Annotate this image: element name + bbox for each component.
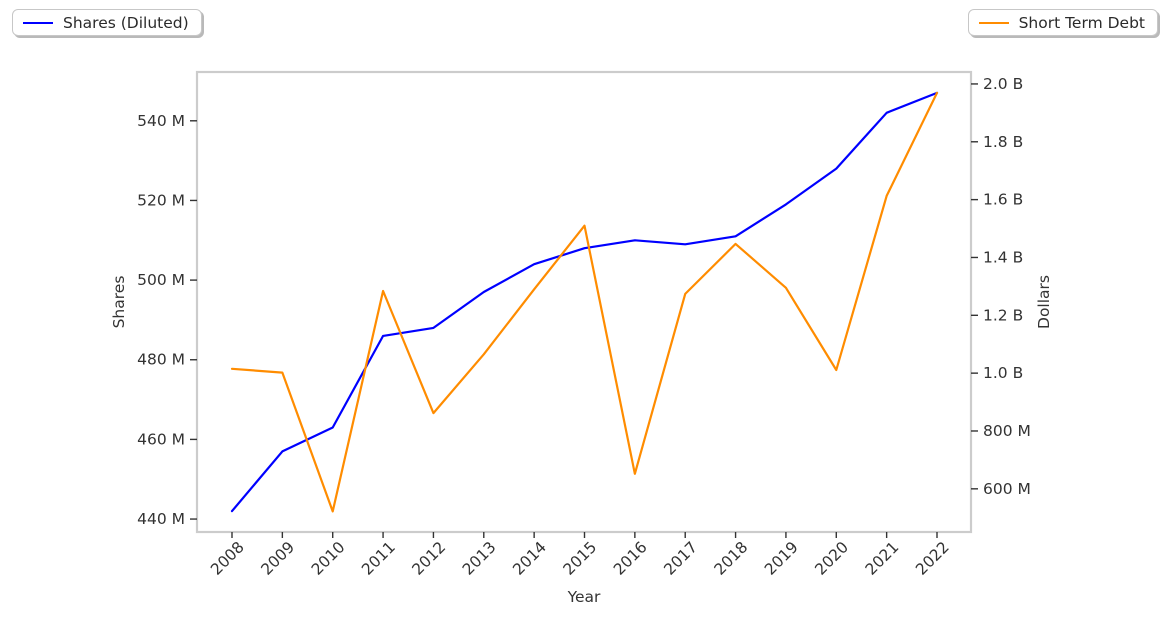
x-axis-tick-label: 2012 xyxy=(409,538,450,579)
right-axis-tick-label: 1.0 B xyxy=(983,364,1023,382)
right-axis-tick-label: 800 M xyxy=(983,422,1031,440)
right-axis-tick-label: 2.0 B xyxy=(983,75,1023,93)
x-axis-tick-label: 2010 xyxy=(308,538,349,579)
left-axis-tick-label: 480 M xyxy=(137,351,185,369)
right-axis-tick-label: 1.4 B xyxy=(983,248,1023,266)
x-axis-tick-label: 2021 xyxy=(862,538,903,579)
x-axis-tick-label: 2020 xyxy=(811,538,852,579)
right-axis-title: Dollars xyxy=(1035,275,1053,329)
x-axis-tick-label: 2016 xyxy=(610,538,651,579)
legend-shares-diluted: Shares (Diluted) xyxy=(12,9,202,36)
left-axis-tick-label: 440 M xyxy=(137,510,185,528)
right-axis-tick-label: 1.6 B xyxy=(983,191,1023,209)
x-axis-tick-label: 2009 xyxy=(258,538,299,579)
x-axis-tick-label: 2011 xyxy=(358,538,399,579)
shares-diluted-line-series xyxy=(230,91,939,513)
right-axis-tick-label: 1.8 B xyxy=(983,133,1023,151)
right-axis-tick-label: 600 M xyxy=(983,480,1031,498)
left-axis-title: Shares xyxy=(110,276,128,329)
right-axis-tick-label: 1.2 B xyxy=(983,306,1023,324)
legend-line-sample-orange xyxy=(978,21,1009,24)
x-axis-tick-label: 2013 xyxy=(459,538,500,579)
x-axis-tick-label: 2017 xyxy=(660,538,701,579)
legend-short-term-debt: Short Term Debt xyxy=(967,9,1158,36)
legend-label-shares-diluted: Shares (Diluted) xyxy=(63,13,189,32)
left-axis-tick-label: 520 M xyxy=(137,191,185,209)
legend-line-sample-blue xyxy=(23,21,53,24)
x-axis-tick-label: 2018 xyxy=(711,538,752,579)
x-axis-tick-label: 2015 xyxy=(560,538,601,579)
legend-label-short-term-debt: Short Term Debt xyxy=(1018,13,1145,32)
x-axis-tick-label: 2022 xyxy=(912,538,953,579)
left-axis-tick-label: 500 M xyxy=(137,271,185,289)
x-axis-tick-label: 2008 xyxy=(207,538,248,579)
left-axis-tick-label: 460 M xyxy=(137,430,185,448)
x-axis-tick-label: 2019 xyxy=(761,538,802,579)
x-axis-tick-label: 2014 xyxy=(509,538,550,579)
left-axis-tick-label: 540 M xyxy=(137,112,185,130)
short-term-debt-line-series xyxy=(230,91,939,513)
x-axis-title: Year xyxy=(567,588,601,606)
